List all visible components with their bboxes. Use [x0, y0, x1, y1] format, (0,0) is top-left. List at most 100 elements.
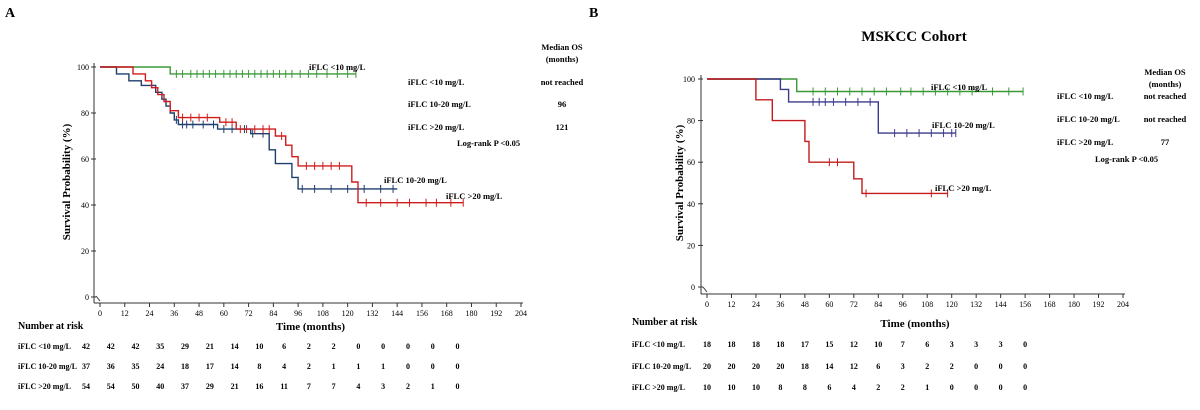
- risk-value: 14: [231, 342, 239, 351]
- x-tick-label: 156: [416, 309, 428, 318]
- risk-value: 2: [876, 383, 880, 392]
- y-tick-label: 0: [85, 293, 89, 302]
- x-axis-label: Time (months): [880, 318, 949, 330]
- risk-value: 29: [181, 342, 189, 351]
- risk-row-label: iFLC >20 mg/L: [18, 382, 71, 391]
- x-tick-label: 36: [170, 309, 178, 318]
- y-tick-label: 0: [691, 283, 695, 292]
- x-tick-label: 132: [366, 309, 378, 318]
- legend-label: iFLC 10-20 mg/L: [408, 99, 471, 109]
- risk-value: 2: [901, 383, 905, 392]
- risk-value: 18: [801, 362, 809, 371]
- risk-value: 4: [356, 382, 360, 391]
- risk-value: 18: [181, 362, 189, 371]
- x-tick-label: 144: [391, 309, 403, 318]
- legend-label: iFLC <10 mg/L: [1057, 91, 1114, 101]
- series-line-3: [707, 78, 948, 195]
- risk-value: 37: [181, 382, 189, 391]
- risk-value: 10: [703, 383, 711, 392]
- curve-label: iFLC >20 mg/L: [935, 183, 992, 193]
- risk-value: 11: [280, 382, 288, 391]
- x-tick-label: 72: [245, 309, 253, 318]
- risk-value: 6: [282, 342, 286, 351]
- risk-value: 12: [850, 340, 858, 349]
- risk-value: 0: [999, 383, 1003, 392]
- series-line-2: [707, 78, 956, 134]
- risk-value: 20: [703, 362, 711, 371]
- risk-value: 7: [307, 382, 311, 391]
- x-axis-label: Time (months): [276, 321, 345, 333]
- risk-value: 24: [156, 362, 164, 371]
- risk-value: 1: [381, 362, 385, 371]
- risk-value: 8: [803, 383, 807, 392]
- y-tick-label: 100: [77, 63, 89, 72]
- series-line-2: [100, 66, 398, 190]
- curve-label: iFLC 10-20 mg/L: [384, 175, 447, 185]
- legend-header: Median OS: [1144, 67, 1186, 77]
- legend-median: 77: [1161, 137, 1170, 147]
- x-tick-label: 96: [294, 309, 302, 318]
- risk-value: 6: [827, 383, 831, 392]
- x-tick-label: 24: [752, 300, 760, 309]
- risk-value: 36: [107, 362, 115, 371]
- y-tick-label: 80: [81, 109, 89, 118]
- risk-value: 20: [752, 362, 760, 371]
- x-tick-label: 12: [121, 309, 129, 318]
- y-axis-label: Survival Probability (%): [674, 124, 686, 241]
- y-tick-label: 100: [683, 75, 695, 84]
- x-tick-label: 168: [441, 309, 453, 318]
- risk-value: 42: [82, 342, 90, 351]
- risk-value: 17: [206, 362, 214, 371]
- y-tick-label: 60: [687, 158, 695, 167]
- legend-label: iFLC <10 mg/L: [408, 77, 465, 87]
- risk-value: 1: [431, 382, 435, 391]
- risk-value: 7: [332, 382, 336, 391]
- risk-value: 0: [381, 342, 385, 351]
- risk-value: 42: [107, 342, 115, 351]
- panel-label: A: [5, 6, 16, 21]
- risk-row-label: iFLC <10 mg/L: [18, 342, 71, 351]
- origin-mark: [702, 286, 708, 293]
- risk-value: 4: [852, 383, 856, 392]
- legend-label: iFLC 10-20 mg/L: [1057, 114, 1120, 124]
- risk-value: 18: [752, 340, 760, 349]
- risk-value: 0: [455, 382, 459, 391]
- risk-value: 0: [1023, 383, 1027, 392]
- x-tick-label: 168: [1044, 300, 1056, 309]
- risk-value: 0: [999, 362, 1003, 371]
- risk-value: 2: [406, 382, 410, 391]
- x-tick-label: 36: [776, 300, 784, 309]
- risk-value: 0: [406, 342, 410, 351]
- x-tick-label: 48: [801, 300, 809, 309]
- risk-value: 40: [156, 382, 164, 391]
- risk-value: 3: [381, 382, 385, 391]
- curve-label: iFLC 10-20 mg/L: [932, 120, 995, 130]
- legend-label: iFLC >20 mg/L: [1057, 137, 1114, 147]
- risk-value: 3: [901, 362, 905, 371]
- risk-value: 3: [950, 340, 954, 349]
- x-tick-label: 84: [874, 300, 882, 309]
- x-tick-label: 108: [317, 309, 329, 318]
- risk-value: 6: [925, 340, 929, 349]
- risk-value: 2: [950, 362, 954, 371]
- risk-value: 17: [801, 340, 809, 349]
- risk-row-label: iFLC >20 mg/L: [632, 383, 685, 392]
- risk-value: 0: [974, 362, 978, 371]
- risk-value: 15: [825, 340, 833, 349]
- risk-value: 0: [974, 383, 978, 392]
- risk-value: 2: [307, 342, 311, 351]
- y-tick-label: 20: [81, 247, 89, 256]
- logrank-stat: Log-rank P <0.05: [457, 138, 520, 148]
- risk-value: 20: [727, 362, 735, 371]
- logrank-stat: Log-rank P <0.05: [1095, 154, 1158, 164]
- x-tick-label: 0: [98, 309, 102, 318]
- x-tick-label: 180: [465, 309, 477, 318]
- origin-mark: [95, 295, 101, 302]
- legend-header-unit: (months): [1149, 79, 1182, 89]
- risk-value: 21: [206, 342, 214, 351]
- x-tick-label: 156: [1019, 300, 1031, 309]
- legend-header: Median OS: [541, 42, 583, 52]
- risk-value: 3: [974, 340, 978, 349]
- risk-value: 10: [874, 340, 882, 349]
- curve-label: iFLC <10 mg/L: [931, 82, 988, 92]
